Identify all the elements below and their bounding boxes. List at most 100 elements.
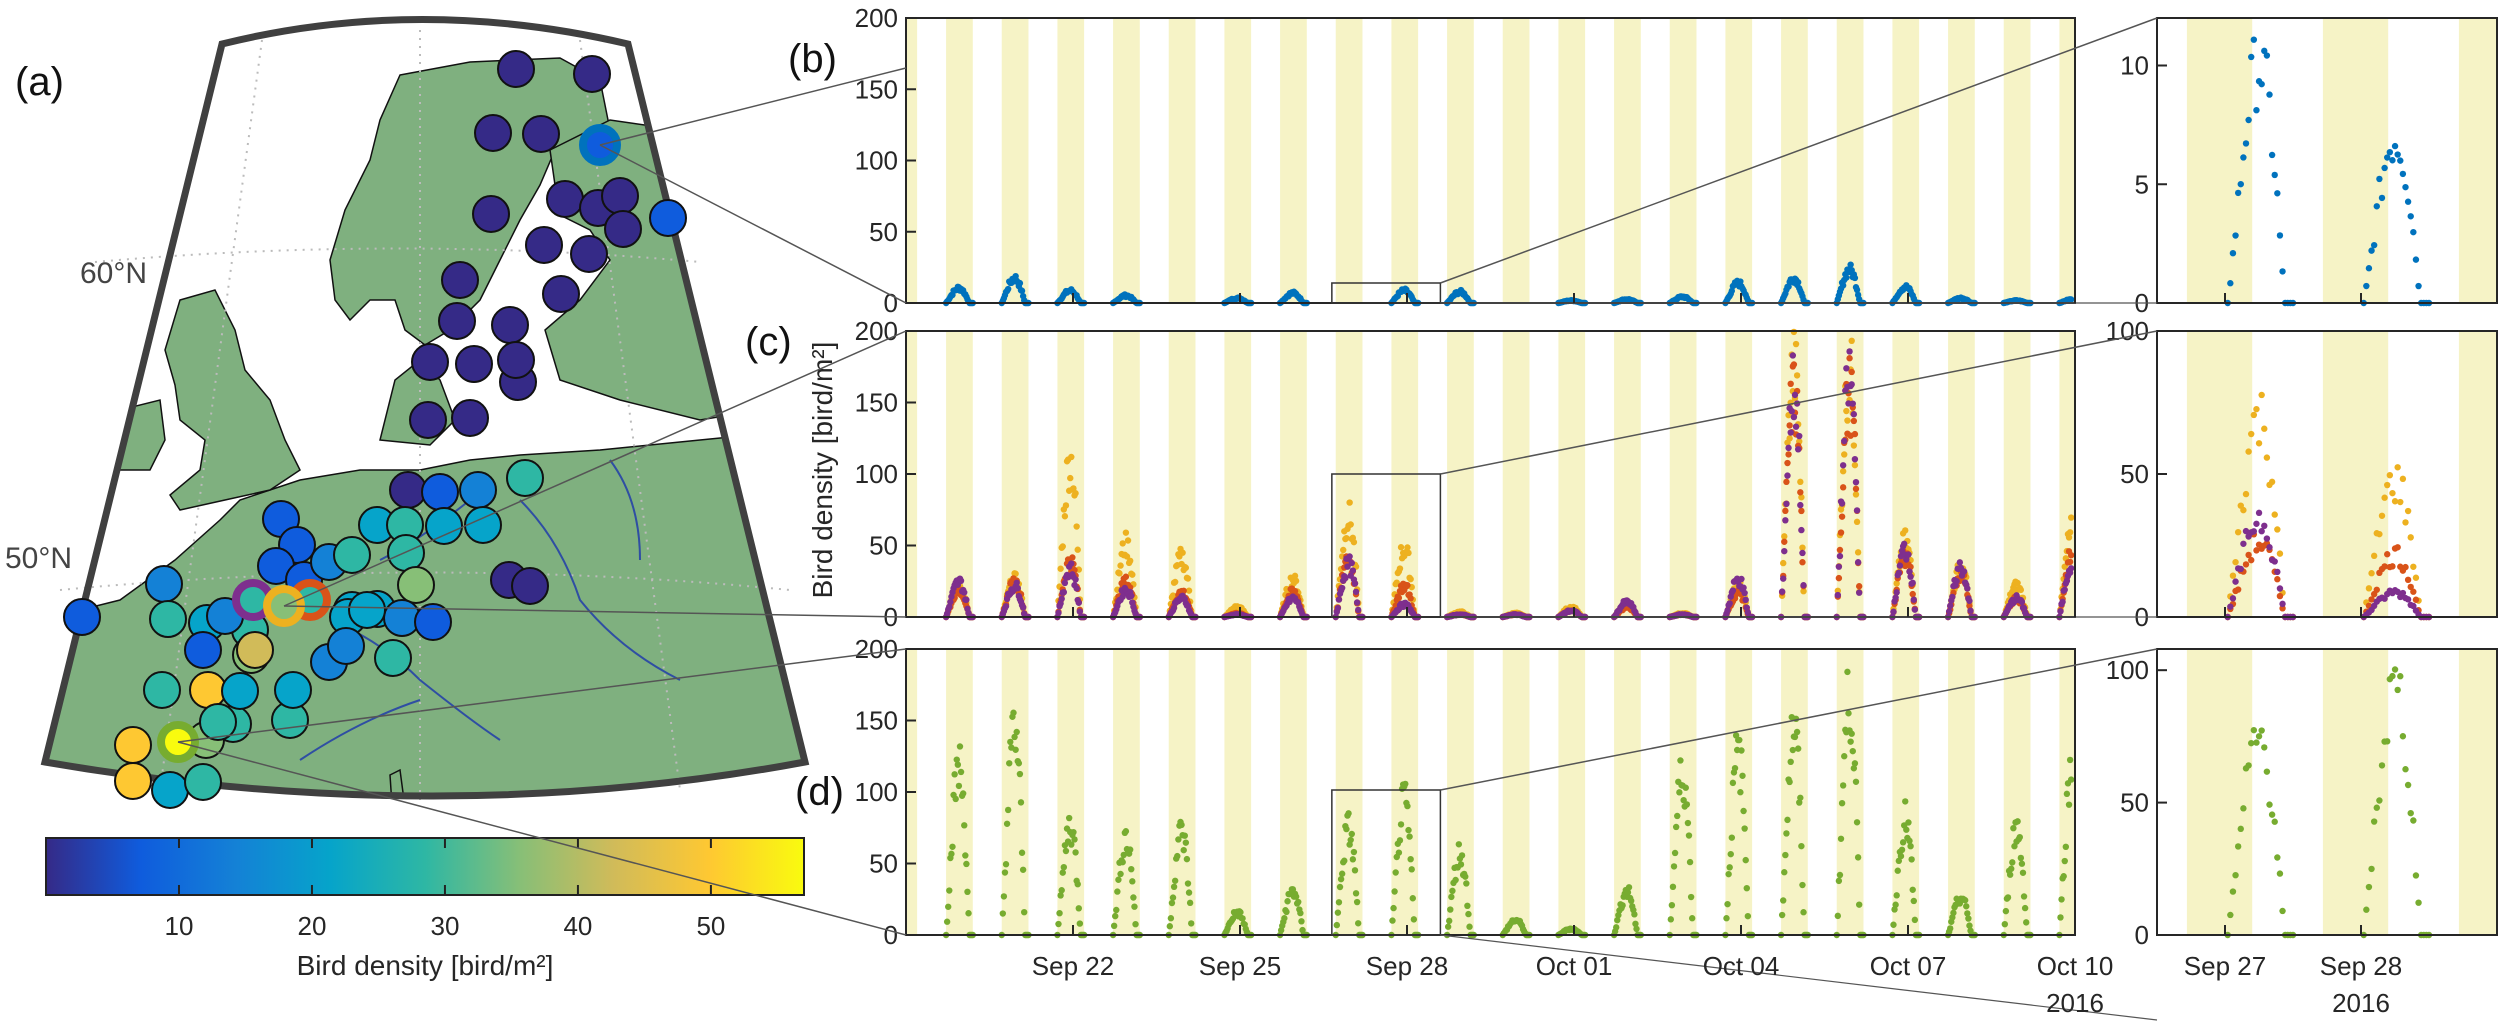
night-band <box>2003 18 2031 303</box>
night-band <box>1447 331 1474 617</box>
data-point <box>1791 733 1799 741</box>
night-band <box>1502 331 1530 617</box>
data-point <box>1792 340 1800 348</box>
data-point <box>1844 417 1851 424</box>
data-point <box>1837 529 1845 536</box>
night-band <box>1669 649 1697 935</box>
night-band <box>1113 331 1140 617</box>
data-point <box>2058 896 2065 903</box>
data-point <box>2059 598 2066 606</box>
data-point <box>1017 799 1025 806</box>
data-point <box>1967 607 1974 614</box>
data-point <box>1352 890 1360 897</box>
data-point <box>2227 911 2234 919</box>
data-point <box>2381 563 2388 570</box>
data-point <box>1849 747 1856 755</box>
data-point <box>1724 607 1731 614</box>
data-point <box>1184 880 1192 887</box>
data-point <box>2399 170 2407 178</box>
data-point <box>1797 794 1804 801</box>
data-point <box>1799 549 1806 557</box>
radar-site-dot <box>151 771 189 809</box>
data-point <box>1911 916 1919 924</box>
data-point <box>2229 595 2237 602</box>
data-point <box>1174 852 1181 860</box>
radar-site-dot <box>451 399 489 437</box>
data-point <box>2017 586 2025 594</box>
data-point <box>1785 444 1792 452</box>
data-point <box>1128 592 1135 600</box>
data-point <box>1012 746 1019 753</box>
data-point <box>1895 569 1903 577</box>
data-point <box>1018 849 1026 856</box>
data-point <box>2391 142 2399 150</box>
data-point <box>1851 461 1859 469</box>
data-point <box>2245 551 2252 559</box>
data-point <box>1945 608 1953 615</box>
data-point <box>1114 888 1121 895</box>
data-point <box>2276 870 2284 877</box>
chart-panel-d: 0 50 100 150 200 <box>855 634 2076 950</box>
data-point <box>1170 883 1178 891</box>
zoom-connector <box>1440 934 2158 1021</box>
data-point <box>2402 519 2409 526</box>
radar-site-dot <box>472 195 510 233</box>
radar-site-dot <box>497 50 535 88</box>
data-point <box>1897 852 1905 860</box>
data-point <box>1728 834 1736 841</box>
data-point <box>1780 559 1787 567</box>
data-point <box>1349 567 1357 574</box>
colorbar-tick-label: 20 <box>298 911 327 941</box>
data-point <box>2253 739 2260 746</box>
data-point <box>1798 494 1805 501</box>
night-band <box>1447 649 1474 935</box>
data-point <box>1112 912 1119 920</box>
data-point <box>1073 523 1080 530</box>
data-point <box>2018 598 2026 606</box>
data-point <box>1853 518 1861 526</box>
data-point <box>2266 544 2273 551</box>
data-point <box>1070 828 1077 836</box>
data-point <box>1781 869 1788 876</box>
data-point <box>2242 490 2250 498</box>
data-point <box>2232 871 2239 879</box>
data-point <box>1788 407 1795 415</box>
night-band <box>1224 649 1252 935</box>
night-band <box>1113 18 1140 303</box>
data-point <box>2234 586 2242 593</box>
radar-site-dot <box>573 55 611 93</box>
data-point <box>1166 923 1174 930</box>
data-point <box>1905 551 1912 558</box>
data-point <box>1741 825 1748 832</box>
data-point <box>1353 898 1361 906</box>
data-point <box>1404 802 1411 810</box>
data-point <box>2407 213 2414 220</box>
data-point <box>1354 920 1362 927</box>
data-point <box>2276 550 2284 557</box>
data-point <box>1947 925 1954 932</box>
night-band <box>946 18 973 303</box>
data-point <box>2373 203 2380 210</box>
data-point <box>2245 762 2252 769</box>
night-band <box>1614 331 1641 617</box>
data-point <box>1119 540 1126 547</box>
data-point <box>1726 600 1733 607</box>
data-point <box>2376 797 2383 804</box>
time-series-charts: 0501001502000510050100150200050100050100… <box>855 3 2498 1021</box>
data-point <box>1068 453 1075 461</box>
data-point <box>2276 585 2284 592</box>
night-band <box>1224 18 1252 303</box>
data-point <box>1838 799 1846 807</box>
data-point <box>1058 595 1065 602</box>
radar-sites <box>63 50 687 809</box>
night-band <box>1781 649 1808 935</box>
data-point <box>1839 468 1847 475</box>
data-point <box>1128 865 1135 873</box>
data-point <box>2234 528 2242 536</box>
data-point <box>2397 157 2404 164</box>
data-point <box>1838 500 1846 507</box>
y-tick-label: 10 <box>2120 51 2149 81</box>
data-point <box>1346 553 1353 560</box>
data-point <box>1848 368 1855 376</box>
data-point <box>1175 836 1182 843</box>
